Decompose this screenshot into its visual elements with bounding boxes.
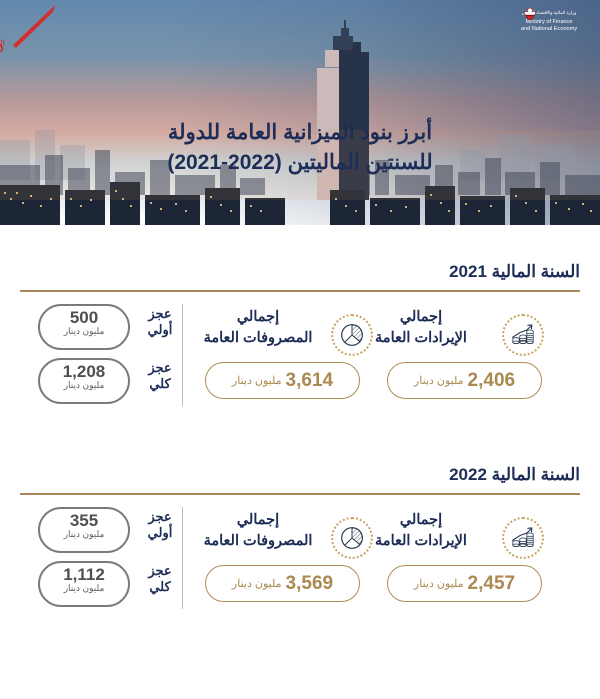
svg-text:البحرين: البحرين [0,38,5,49]
